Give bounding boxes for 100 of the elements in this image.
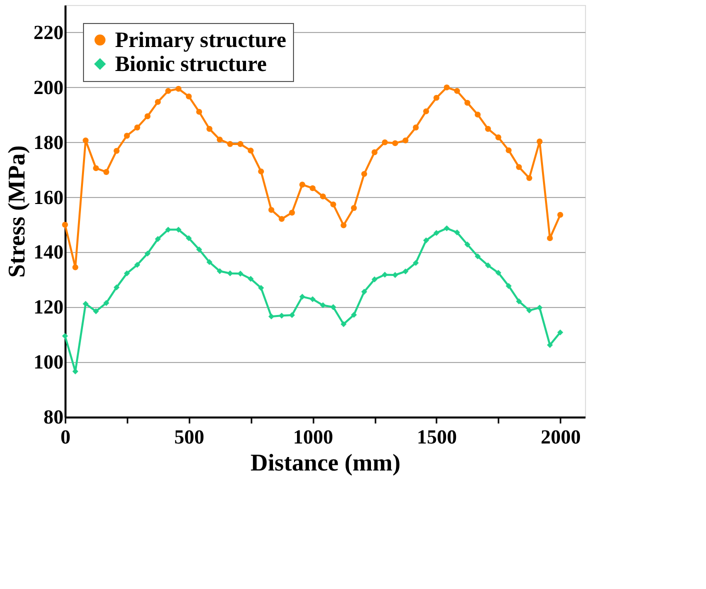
point bbox=[412, 124, 419, 130]
point bbox=[103, 169, 110, 175]
point bbox=[340, 321, 347, 328]
point bbox=[299, 294, 306, 300]
point bbox=[495, 134, 502, 140]
point bbox=[485, 126, 491, 132]
point bbox=[444, 225, 450, 232]
point bbox=[154, 99, 161, 105]
point bbox=[402, 268, 408, 274]
point bbox=[186, 235, 192, 242]
point bbox=[114, 148, 120, 154]
legend-label: Primary structure bbox=[115, 27, 286, 52]
point bbox=[165, 88, 172, 94]
point bbox=[361, 170, 368, 177]
point bbox=[433, 230, 440, 236]
point bbox=[506, 147, 512, 154]
x-tick-label: 2000 bbox=[540, 426, 581, 448]
point bbox=[134, 124, 140, 130]
point bbox=[92, 165, 99, 172]
point bbox=[216, 268, 223, 274]
point bbox=[516, 298, 522, 304]
point bbox=[350, 312, 357, 318]
point bbox=[330, 201, 336, 208]
y-tick-label: 120 bbox=[34, 296, 64, 319]
point bbox=[248, 276, 254, 282]
point bbox=[216, 136, 223, 143]
y-axis-title: Stress (MPa) bbox=[4, 145, 30, 278]
point bbox=[206, 259, 212, 266]
point bbox=[557, 329, 564, 336]
point bbox=[536, 304, 543, 311]
point bbox=[412, 260, 419, 266]
point bbox=[176, 226, 182, 233]
point bbox=[372, 149, 378, 156]
point bbox=[154, 236, 161, 242]
point bbox=[310, 296, 316, 302]
point bbox=[92, 308, 99, 314]
point bbox=[82, 137, 89, 144]
point bbox=[392, 140, 398, 146]
point bbox=[485, 262, 491, 268]
point bbox=[506, 283, 512, 289]
point bbox=[464, 242, 470, 248]
y-tick-label: 220 bbox=[34, 22, 64, 44]
y-tick-label: 160 bbox=[34, 186, 64, 209]
point bbox=[382, 139, 388, 146]
point bbox=[320, 302, 326, 308]
point bbox=[72, 264, 78, 270]
point bbox=[289, 210, 295, 216]
point bbox=[361, 288, 368, 295]
point bbox=[454, 88, 460, 94]
y-tick-label: 80 bbox=[44, 406, 64, 428]
point bbox=[433, 94, 440, 101]
legend-label: Bionic structure bbox=[115, 51, 267, 76]
point bbox=[176, 86, 182, 92]
point bbox=[340, 222, 347, 228]
point bbox=[268, 314, 274, 320]
point bbox=[278, 216, 285, 222]
y-tick-label: 180 bbox=[34, 132, 64, 154]
point bbox=[372, 276, 378, 282]
point bbox=[444, 84, 450, 90]
point bbox=[186, 94, 192, 100]
point bbox=[196, 108, 202, 115]
point bbox=[526, 307, 532, 314]
point bbox=[495, 270, 502, 276]
point bbox=[258, 284, 264, 291]
point bbox=[124, 270, 130, 276]
point bbox=[474, 112, 481, 118]
point bbox=[134, 262, 140, 268]
y-tick-label: 200 bbox=[34, 76, 64, 99]
point bbox=[248, 148, 254, 154]
y-tick-label: 100 bbox=[34, 352, 64, 374]
x-tick-label: 1000 bbox=[293, 426, 334, 448]
point bbox=[237, 141, 244, 147]
point bbox=[258, 168, 264, 174]
point bbox=[402, 137, 408, 144]
point bbox=[557, 212, 564, 218]
x-tick-label: 1500 bbox=[416, 426, 457, 448]
point bbox=[546, 235, 553, 242]
point bbox=[423, 108, 430, 114]
point bbox=[299, 182, 306, 188]
point bbox=[310, 185, 316, 192]
point bbox=[474, 253, 481, 260]
point bbox=[516, 164, 522, 170]
point bbox=[464, 100, 470, 106]
point bbox=[330, 304, 336, 310]
point bbox=[206, 126, 212, 132]
point bbox=[62, 222, 68, 228]
point bbox=[320, 193, 326, 200]
point bbox=[526, 175, 532, 181]
x-tick-label: 500 bbox=[174, 426, 204, 448]
point bbox=[144, 113, 150, 120]
y-tick-label: 140 bbox=[34, 242, 64, 264]
point bbox=[114, 284, 120, 290]
point bbox=[289, 312, 295, 318]
point bbox=[350, 205, 357, 211]
point bbox=[423, 237, 430, 244]
point bbox=[536, 138, 543, 144]
point bbox=[103, 300, 110, 306]
point bbox=[124, 132, 130, 139]
point bbox=[546, 342, 553, 348]
point bbox=[227, 141, 234, 147]
